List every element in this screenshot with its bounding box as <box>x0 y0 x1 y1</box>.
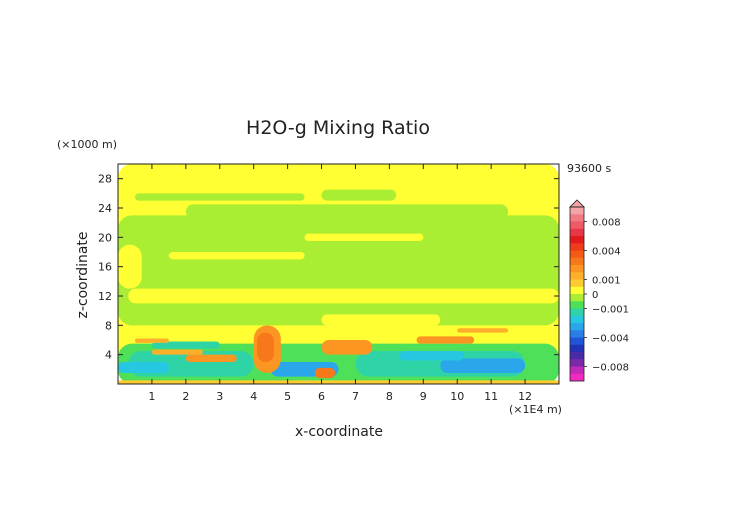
colorbar: 0.008 0.004 0.001 0 −0.001 −0.004 −0.008 <box>569 199 629 382</box>
field-region <box>185 204 509 219</box>
colorbar-band <box>570 286 584 295</box>
colorbar-label: −0.008 <box>592 363 629 374</box>
colorbar-band <box>570 214 584 222</box>
field-region <box>134 338 169 343</box>
x-tick-label: 1 <box>148 390 155 403</box>
field-region <box>399 351 465 361</box>
colorbar-band <box>570 294 584 302</box>
field-region <box>134 325 220 333</box>
x-tick-label: 7 <box>352 390 359 403</box>
colorbar-band <box>570 337 584 346</box>
chart-title: H2O-g Mixing Ratio <box>246 117 430 139</box>
field-region <box>457 328 509 333</box>
x-tick-label: 8 <box>386 390 393 403</box>
field-region <box>151 341 220 349</box>
field-region <box>440 358 526 373</box>
y-tick-label: 20 <box>98 231 112 244</box>
x-axis: 1 2 3 4 5 6 7 8 9 10 11 12 <box>148 164 532 403</box>
colorbar-label: 0.004 <box>592 247 621 258</box>
colorbar-band <box>570 301 584 309</box>
field-region <box>257 332 275 362</box>
x-tick-label: 5 <box>284 390 291 403</box>
colorbar-band <box>570 272 584 280</box>
y-tick-label: 28 <box>98 173 112 186</box>
x-tick-label: 6 <box>318 390 325 403</box>
x-tick-label: 4 <box>250 390 257 403</box>
field-region <box>118 380 559 384</box>
field-region <box>134 193 305 201</box>
colorbar-band <box>570 315 584 324</box>
colorbar-band <box>570 221 584 230</box>
colorbar-label: 0.008 <box>592 218 621 229</box>
y-tick-label: 24 <box>98 202 112 215</box>
colorbar-band <box>570 330 584 338</box>
colorbar-band <box>570 250 584 259</box>
x-tick-label: 10 <box>450 390 464 403</box>
field-region <box>321 340 373 355</box>
x-unit-label: (×1E4 m) <box>509 403 562 416</box>
y-tick-label: 4 <box>105 349 112 362</box>
x-tick-label: 2 <box>182 390 189 403</box>
field-region <box>185 224 373 230</box>
y-axis: 4 8 12 16 20 24 28 <box>98 173 559 362</box>
y-axis-label: z-coordinate <box>75 231 91 318</box>
colorbar-extend-arrow <box>569 199 585 208</box>
colorbar-band <box>570 373 584 382</box>
colorbar-band <box>570 366 584 375</box>
y-tick-label: 12 <box>98 290 112 303</box>
colorbar-band <box>570 257 584 266</box>
field-region <box>118 362 169 373</box>
colorbar-label: 0 <box>592 290 598 301</box>
x-tick-label: 11 <box>484 390 498 403</box>
y-tick-label: 16 <box>98 261 112 274</box>
field-region <box>314 367 336 379</box>
colorbar-band <box>570 265 584 273</box>
x-tick-label: 3 <box>216 390 223 403</box>
contour-field <box>118 164 559 384</box>
plot-frame <box>117 163 560 385</box>
field-region <box>304 233 424 241</box>
x-tick-label: 9 <box>420 390 427 403</box>
field-region <box>168 252 305 260</box>
time-label: 93600 s <box>567 162 611 175</box>
field-region <box>321 314 441 326</box>
colorbar-band <box>570 207 584 215</box>
colorbar-label: 0.001 <box>592 276 621 287</box>
y-unit-label: (×1000 m) <box>57 138 117 151</box>
colorbar-band <box>570 323 584 331</box>
x-tick-label: 12 <box>518 390 532 403</box>
y-tick-label: 8 <box>105 319 112 332</box>
field-region <box>128 288 559 304</box>
colorbar-band <box>570 243 584 251</box>
colorbar-label: −0.001 <box>592 305 629 316</box>
x-axis-label: x-coordinate <box>295 424 383 440</box>
colorbar-band <box>570 236 584 244</box>
field-region <box>416 336 475 344</box>
colorbar-band <box>570 344 584 353</box>
field-region <box>185 354 237 362</box>
colorbar-band <box>570 308 584 317</box>
colorbar-band <box>570 359 584 367</box>
colorbar-band <box>570 352 584 360</box>
field-region <box>151 349 203 355</box>
colorbar-band <box>570 279 584 288</box>
field-region <box>118 215 559 326</box>
colorbar-band <box>570 228 584 237</box>
field-region <box>118 244 142 289</box>
colorbar-label: −0.004 <box>592 334 629 345</box>
field-region <box>321 189 397 201</box>
